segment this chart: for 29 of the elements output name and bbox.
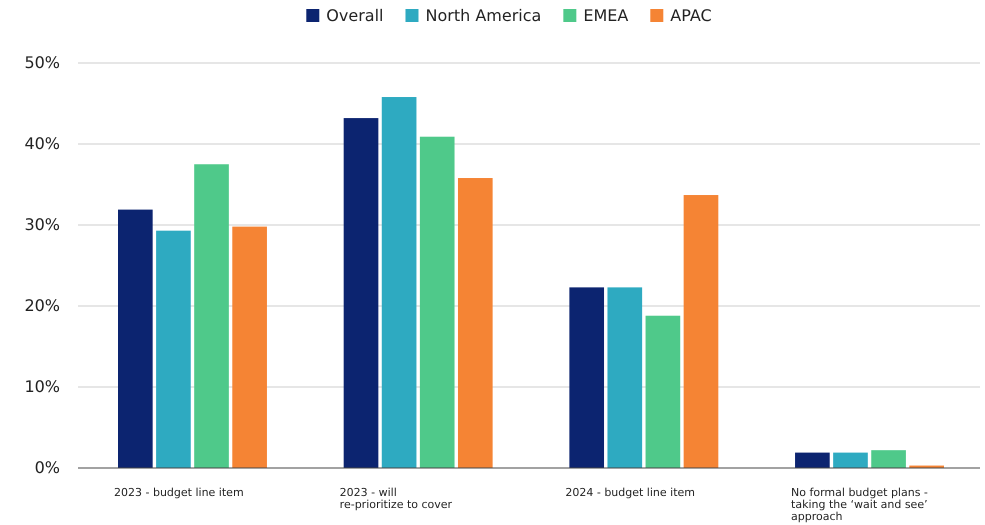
bar [232, 226, 267, 468]
bar [194, 164, 229, 468]
legend-label: EMEA [583, 6, 628, 25]
legend-label: Overall [326, 6, 384, 25]
x-tick-label: No formal budget plans - taking the ‘wait and see’ approach [791, 486, 928, 523]
x-tick-label: 2023 - budget line item [114, 486, 244, 499]
y-tick-label: 30% [24, 215, 60, 234]
legend-label: APAC [670, 6, 712, 25]
bar [646, 316, 680, 468]
bar [382, 97, 416, 468]
bar [684, 195, 718, 468]
bar [795, 452, 830, 468]
bar [569, 287, 604, 468]
y-tick-label: 0% [34, 458, 60, 478]
bar [118, 210, 153, 468]
y-tick-label: 10% [24, 377, 60, 396]
y-tick-label: 20% [24, 296, 60, 316]
y-tick-label: 50% [24, 53, 60, 72]
legend-label: North America [425, 6, 542, 25]
y-tick-label: 40% [24, 134, 60, 154]
x-tick-label: 2024 - budget line item [565, 486, 696, 499]
bar [607, 287, 642, 468]
bar [871, 450, 906, 468]
bar [344, 118, 378, 468]
bar [420, 136, 455, 468]
bar [833, 452, 868, 468]
x-tick-label: 2023 - will re-prioritize to cover [340, 486, 453, 511]
bar [458, 178, 493, 468]
bar [156, 230, 191, 468]
